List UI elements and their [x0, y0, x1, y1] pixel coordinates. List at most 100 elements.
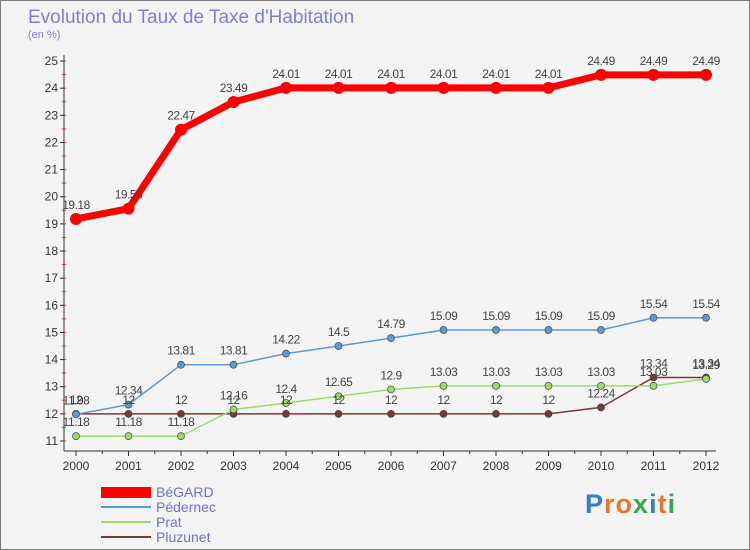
data-point — [542, 81, 555, 94]
data-point — [72, 432, 80, 440]
x-tick-label: 2003 — [220, 459, 247, 473]
data-point — [334, 392, 343, 401]
logo-letter: i — [667, 489, 677, 519]
data-label: 12 — [385, 393, 398, 407]
data-point — [544, 326, 553, 334]
data-point — [492, 382, 500, 390]
data-label: 11.98 — [63, 393, 90, 407]
x-tick-label: 2004 — [273, 459, 300, 473]
series-line-0 — [72, 71, 710, 223]
logo-letter: i — [649, 489, 658, 519]
data-label: 24.49 — [640, 54, 668, 68]
data-label: 12 — [280, 393, 293, 407]
data-label: 15.09 — [482, 309, 510, 323]
proxiti-logo: Proxiti — [585, 489, 676, 520]
data-label: 24.01 — [535, 67, 563, 81]
legend-swatch — [101, 521, 151, 523]
data-point — [175, 123, 187, 136]
legend-label: Prat — [156, 514, 182, 530]
data-point — [649, 382, 658, 390]
data-point — [544, 382, 553, 390]
y-tick-label: 18 — [45, 244, 59, 258]
data-point — [282, 410, 290, 418]
data-label: 11.18 — [115, 415, 142, 429]
legend-swatch — [101, 506, 151, 508]
data-point — [649, 373, 658, 382]
data-point — [229, 405, 238, 414]
data-point — [597, 382, 605, 390]
data-label: 24.49 — [587, 54, 615, 68]
data-label: 23.49 — [220, 81, 248, 95]
data-point — [387, 334, 395, 342]
data-label: 24.01 — [325, 67, 353, 81]
data-point — [702, 313, 710, 322]
data-label: 15.54 — [692, 297, 720, 311]
legend-item: Pédernec — [101, 500, 301, 515]
data-label: 14.5 — [328, 325, 350, 339]
x-tick-label: 2007 — [430, 459, 457, 473]
data-point — [597, 326, 605, 334]
data-label: 13.03 — [430, 365, 458, 379]
y-tick-label: 23 — [45, 108, 59, 122]
x-tick-label: 2011 — [641, 459, 667, 473]
logo-letter: t — [657, 489, 668, 519]
logo-letter: P — [585, 489, 605, 519]
legend-swatch — [101, 487, 151, 498]
data-point — [177, 432, 185, 440]
data-point — [332, 81, 345, 94]
data-label: 12 — [437, 393, 450, 407]
x-tick-label: 2010 — [588, 459, 615, 473]
data-label: 12 — [122, 393, 135, 407]
data-point — [387, 410, 395, 418]
data-label: 12.24 — [587, 386, 615, 400]
x-tick-label: 2009 — [535, 459, 562, 473]
x-tick-label: 2001 — [115, 459, 142, 473]
data-point — [597, 403, 605, 412]
legend-label: Pluzunet — [156, 529, 211, 545]
y-tick-label: 24 — [45, 81, 59, 95]
data-label: 24.01 — [482, 67, 510, 81]
data-point — [229, 360, 238, 369]
data-label: 13.81 — [167, 344, 195, 358]
data-point — [544, 410, 553, 418]
data-point — [282, 399, 290, 407]
x-tick-label: 2000 — [63, 459, 90, 473]
x-tick-label: 2006 — [378, 459, 405, 473]
y-tick-label: 15 — [45, 325, 59, 339]
data-label: 19.56 — [115, 188, 143, 202]
legend-item: Pluzunet — [101, 530, 301, 545]
data-point — [124, 400, 133, 409]
data-label: 15.09 — [430, 309, 458, 323]
data-point — [70, 212, 82, 225]
data-point — [124, 432, 133, 440]
x-tick-label: 2012 — [693, 459, 720, 473]
y-tick-label: 12 — [45, 407, 59, 421]
data-label: 13.29 — [692, 358, 720, 372]
chart-title: Evolution du Taux de Taxe d'Habitation — [28, 7, 355, 28]
data-point — [334, 342, 343, 350]
x-tick-label: 2008 — [483, 459, 510, 473]
data-point — [387, 385, 395, 394]
y-tick-label: 17 — [45, 271, 59, 285]
logo-letter: o — [615, 489, 634, 519]
data-point — [439, 326, 448, 334]
data-point — [385, 81, 397, 94]
data-label: 15.54 — [640, 297, 668, 311]
data-label: 24.01 — [272, 67, 300, 81]
data-label: 12 — [175, 393, 188, 407]
data-label: 12.65 — [325, 375, 353, 389]
data-point — [282, 349, 290, 358]
data-label: 13.34 — [692, 356, 720, 370]
data-label: 13.03 — [482, 365, 510, 379]
data-point — [700, 68, 712, 81]
data-label: 11.18 — [63, 415, 90, 429]
data-label: 13.03 — [587, 365, 615, 379]
legend-label: Pédernec — [156, 499, 216, 515]
y-tick-label: 16 — [45, 298, 59, 312]
data-label: 14.79 — [377, 317, 405, 331]
x-tick-label: 2002 — [168, 459, 195, 473]
data-label: 12 — [542, 393, 555, 407]
y-tick-label: 20 — [45, 190, 59, 204]
data-label: 22.47 — [167, 109, 195, 123]
